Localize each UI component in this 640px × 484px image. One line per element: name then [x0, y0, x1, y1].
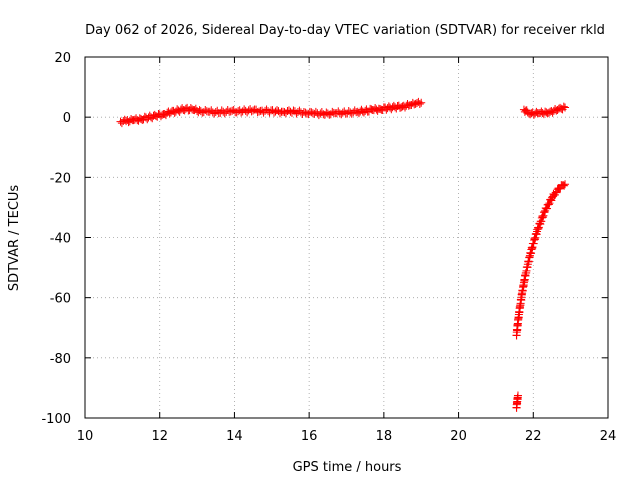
y-tick-label: -20: [50, 171, 71, 186]
data-point: [561, 103, 570, 112]
data-point: [560, 181, 569, 190]
x-axis-label: GPS time / hours: [293, 460, 402, 475]
x-tick-label: 18: [376, 429, 393, 444]
data-point: [559, 102, 568, 111]
y-tick-label: -100: [41, 412, 71, 427]
data-point: [513, 391, 522, 400]
x-tick-label: 16: [301, 429, 318, 444]
data-point: [542, 204, 551, 213]
x-tick-label: 20: [450, 429, 467, 444]
data-point: [537, 213, 546, 222]
x-tick-label: 10: [77, 429, 94, 444]
series-1: [116, 97, 426, 128]
y-tick-label: 0: [63, 111, 71, 126]
chart-title: Day 062 of 2026, Sidereal Day-to-day VTE…: [85, 23, 605, 38]
y-tick-label: -80: [50, 352, 71, 367]
x-tick-label: 22: [525, 429, 542, 444]
data-point: [539, 211, 548, 220]
series-4: [512, 180, 570, 340]
data-point: [544, 200, 553, 209]
x-tick-label: 12: [151, 429, 168, 444]
y-tick-label: -40: [50, 232, 71, 247]
data-point: [559, 181, 568, 190]
x-tick-label: 24: [600, 429, 617, 444]
y-tick-label: -60: [50, 292, 71, 307]
x-axis-ticks: 10 12 14 16 18 20 22 24: [77, 57, 617, 444]
data-point: [537, 217, 546, 226]
data-point: [417, 98, 426, 107]
y-axis-label: SDTVAR / TECUs: [7, 185, 22, 292]
x-tick-label: 14: [226, 429, 243, 444]
y-tick-label: 20: [54, 51, 71, 66]
y-axis-ticks: 20 0 -20 -40 -60 -80 -100: [41, 51, 608, 427]
series-3: [512, 391, 522, 412]
data-point: [552, 188, 561, 197]
data-point: [538, 213, 547, 222]
series-layer: [116, 97, 570, 412]
series-2: [519, 102, 570, 119]
data-point: [415, 99, 424, 108]
data-point: [561, 180, 570, 189]
